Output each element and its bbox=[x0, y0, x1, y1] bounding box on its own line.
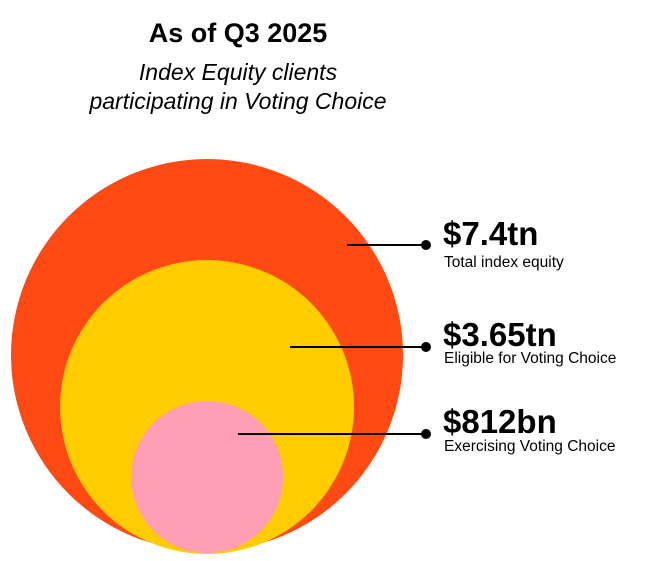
label-exercising: Exercising Voting Choice bbox=[444, 438, 616, 455]
label-eligible: Eligible for Voting Choice bbox=[444, 350, 617, 367]
leader-dot-total bbox=[421, 240, 431, 250]
leader-dot-eligible bbox=[421, 342, 431, 352]
subtitle: Index Equity clients participating in Vot… bbox=[89, 59, 387, 114]
label-total: Total index equity bbox=[444, 254, 564, 271]
circle-exercising bbox=[131, 401, 283, 553]
value-exercising: $812bn bbox=[443, 403, 557, 440]
title: As of Q3 2025 bbox=[148, 18, 328, 48]
value-eligible: $3.65tn bbox=[443, 316, 557, 353]
value-total: $7.4tn bbox=[443, 215, 539, 252]
leader-dot-exercising bbox=[421, 429, 431, 439]
